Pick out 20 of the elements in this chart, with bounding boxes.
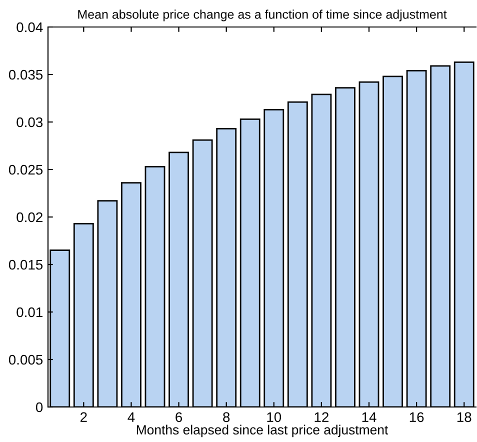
x-tick-label: 6 <box>176 412 182 422</box>
y-tick-label: 0.01 <box>16 307 42 318</box>
y-tick-label: 0.02 <box>16 212 42 222</box>
y-tick-label: 0 <box>36 402 43 412</box>
x-axis-title: Months elapsed since last price adjustment <box>136 424 388 438</box>
y-tick-label: 0.025 <box>8 164 43 175</box>
y-tick-label: 0.035 <box>8 70 43 80</box>
x-tick-label: 2 <box>80 412 87 422</box>
x-tick-label: 10 <box>267 412 282 422</box>
y-tick-label: 0.005 <box>8 354 43 365</box>
x-tick-label: 4 <box>128 412 135 422</box>
x-tick-label: 8 <box>223 412 230 422</box>
x-tick-label: 16 <box>410 412 424 422</box>
chart-title: Mean absolute price change as a function of time since adjustment <box>78 10 447 22</box>
x-tick-label: 14 <box>362 412 376 422</box>
x-tick-label: 18 <box>457 412 472 422</box>
y-tick-label: 0.03 <box>16 117 43 128</box>
y-tick-label: 0.04 <box>16 22 43 32</box>
y-tick-label: 0.015 <box>8 260 43 270</box>
x-tick-label: 12 <box>314 412 328 422</box>
